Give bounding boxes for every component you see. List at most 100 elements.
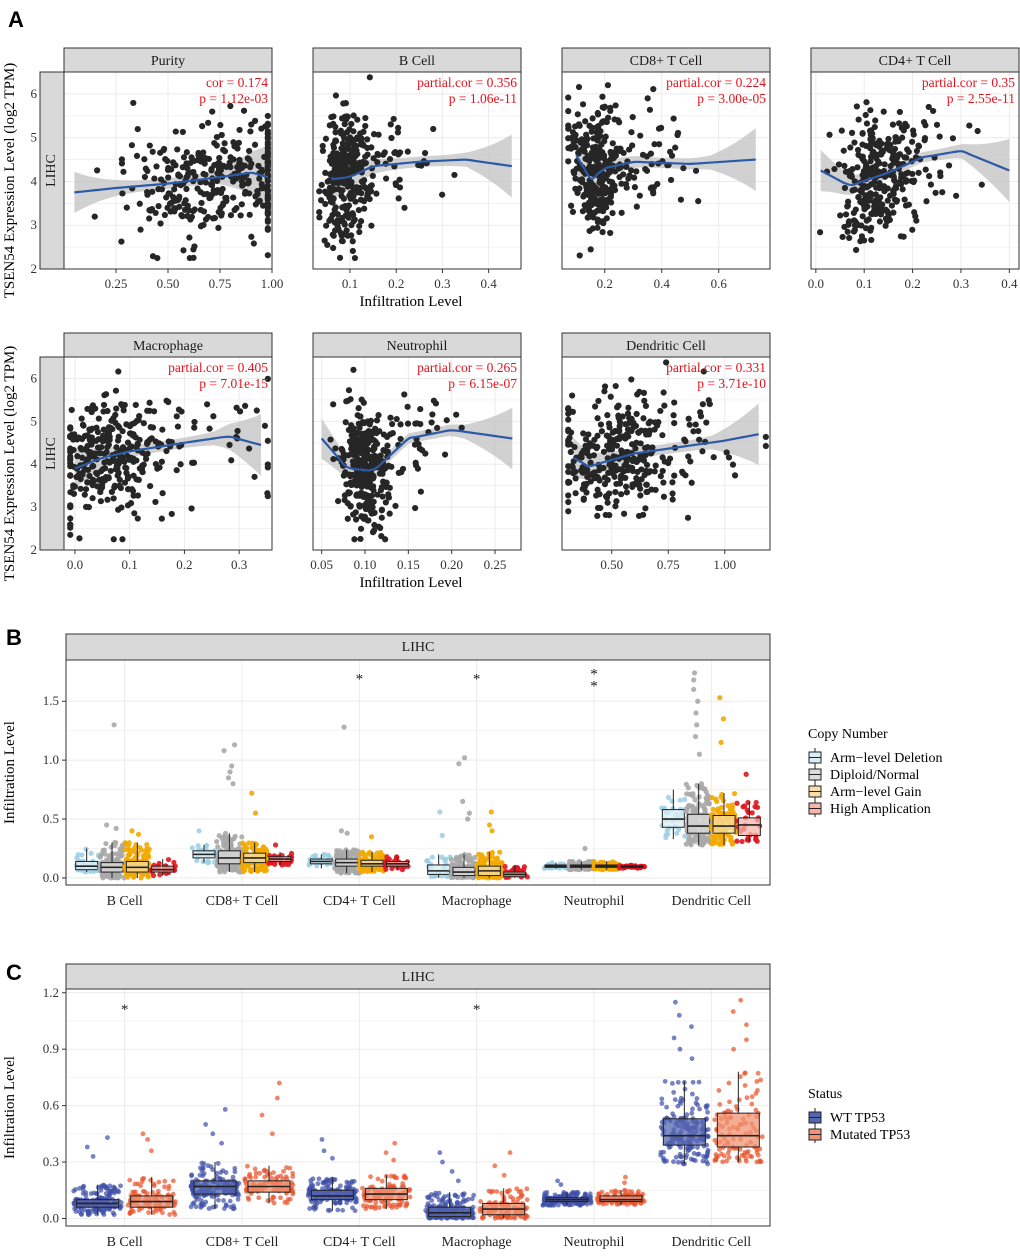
data-point xyxy=(640,389,648,396)
data-point xyxy=(639,151,647,158)
data-point xyxy=(859,213,866,220)
data-point xyxy=(264,252,271,259)
data-point xyxy=(343,481,350,488)
data-point xyxy=(351,184,358,191)
data-point xyxy=(99,438,106,445)
jitter-point xyxy=(665,794,672,801)
data-point xyxy=(565,478,572,485)
category-b-cell xyxy=(73,722,178,881)
data-point xyxy=(218,131,225,139)
x-tick-label: 1.00 xyxy=(261,276,284,291)
data-point xyxy=(82,486,90,493)
data-point xyxy=(208,165,215,172)
correlation-stat: partial.cor = 0.35 xyxy=(922,75,1015,90)
outlier-point xyxy=(743,771,749,777)
data-point xyxy=(167,166,175,173)
data-point xyxy=(100,426,107,433)
x-tick-label: 0.05 xyxy=(310,557,333,572)
data-point xyxy=(974,127,981,135)
data-point xyxy=(397,435,404,443)
data-point xyxy=(335,165,342,172)
data-point xyxy=(612,467,619,474)
data-point xyxy=(578,136,585,143)
iqr-box xyxy=(737,817,761,837)
jitter-point xyxy=(749,810,755,816)
data-point xyxy=(133,152,141,159)
data-point xyxy=(67,459,74,467)
data-point xyxy=(370,155,377,162)
data-point xyxy=(600,448,608,455)
jitter-point xyxy=(718,804,724,811)
data-point xyxy=(939,189,946,196)
data-point xyxy=(84,479,91,486)
data-point xyxy=(384,448,392,455)
data-point xyxy=(632,445,639,452)
data-point xyxy=(869,165,877,173)
data-point xyxy=(603,186,611,193)
data-point xyxy=(345,489,352,496)
data-point xyxy=(329,199,336,206)
data-point xyxy=(317,197,325,204)
data-point xyxy=(327,215,335,222)
data-point xyxy=(599,182,606,189)
data-point xyxy=(866,127,874,134)
data-point xyxy=(578,176,586,183)
data-point xyxy=(867,158,874,165)
jitter-point xyxy=(146,853,152,859)
data-point xyxy=(261,422,269,429)
data-point xyxy=(851,226,858,233)
data-point xyxy=(854,146,862,154)
data-point xyxy=(667,176,675,184)
data-point xyxy=(599,190,606,198)
data-point xyxy=(347,195,354,202)
confidence-band xyxy=(331,134,512,200)
outlier-point xyxy=(196,828,202,834)
data-point xyxy=(133,417,141,424)
data-point xyxy=(191,243,198,250)
data-point xyxy=(387,121,394,128)
data-point xyxy=(604,412,611,419)
outlier-point xyxy=(84,1144,90,1150)
data-point xyxy=(593,445,600,452)
confidence-band xyxy=(74,414,262,489)
data-point xyxy=(401,391,408,398)
jitter-point xyxy=(734,800,740,806)
data-point xyxy=(668,152,676,159)
data-point xyxy=(395,124,402,131)
data-point xyxy=(897,233,905,240)
jitter-point xyxy=(682,833,688,839)
data-point xyxy=(386,510,393,517)
outlier-point xyxy=(720,716,727,722)
data-point xyxy=(593,492,600,499)
outlier-point xyxy=(582,845,588,852)
data-point xyxy=(165,438,172,445)
outlier-point xyxy=(252,810,259,816)
data-point xyxy=(84,405,91,413)
box-arm-level-gain xyxy=(122,828,152,881)
data-point xyxy=(565,122,572,129)
data-point xyxy=(356,492,363,499)
data-point xyxy=(183,149,190,156)
data-point xyxy=(891,177,898,185)
y-tick-label: 6 xyxy=(31,86,38,101)
strip-box xyxy=(65,963,771,990)
jitter-point xyxy=(728,834,734,840)
data-point xyxy=(865,216,872,223)
plot-background xyxy=(66,989,770,1226)
data-point xyxy=(80,422,87,429)
facet-title: Macrophage xyxy=(133,339,203,354)
data-point xyxy=(387,431,394,438)
data-point xyxy=(596,145,603,153)
data-point xyxy=(86,436,93,444)
jitter-point xyxy=(87,868,93,875)
category-b-cell xyxy=(71,1131,178,1218)
data-point xyxy=(637,440,644,447)
data-point xyxy=(348,445,355,452)
data-point xyxy=(351,216,358,223)
data-point xyxy=(158,515,165,522)
data-point xyxy=(173,467,180,474)
row-strip-box xyxy=(39,71,65,270)
data-point xyxy=(91,213,98,220)
data-point xyxy=(195,149,202,157)
